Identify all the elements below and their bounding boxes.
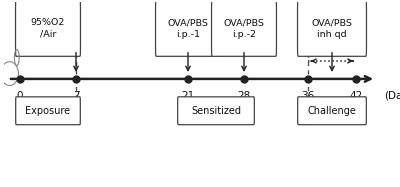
Text: OVA/PBS
i.p.-1: OVA/PBS i.p.-1 <box>168 18 208 39</box>
FancyBboxPatch shape <box>212 1 276 56</box>
FancyBboxPatch shape <box>178 97 254 125</box>
Text: Sensitized: Sensitized <box>191 106 241 116</box>
Text: 28: 28 <box>237 91 251 101</box>
FancyBboxPatch shape <box>298 97 366 125</box>
FancyBboxPatch shape <box>16 1 80 56</box>
Text: 95%O2
/Air: 95%O2 /Air <box>31 18 65 39</box>
Text: 21: 21 <box>181 91 195 101</box>
Text: (Days): (Days) <box>384 91 400 101</box>
Text: 7: 7 <box>73 91 79 101</box>
Text: Challenge: Challenge <box>308 106 356 116</box>
Text: Exposure: Exposure <box>26 106 70 116</box>
FancyBboxPatch shape <box>298 1 366 56</box>
Text: 36: 36 <box>301 91 315 101</box>
Text: 0: 0 <box>17 91 23 101</box>
FancyBboxPatch shape <box>156 1 220 56</box>
Text: OVA/PBS
inh qd: OVA/PBS inh qd <box>312 18 352 39</box>
Text: OVA/PBS
i.p.-2: OVA/PBS i.p.-2 <box>224 18 264 39</box>
Text: 42: 42 <box>349 91 363 101</box>
FancyBboxPatch shape <box>16 97 80 125</box>
